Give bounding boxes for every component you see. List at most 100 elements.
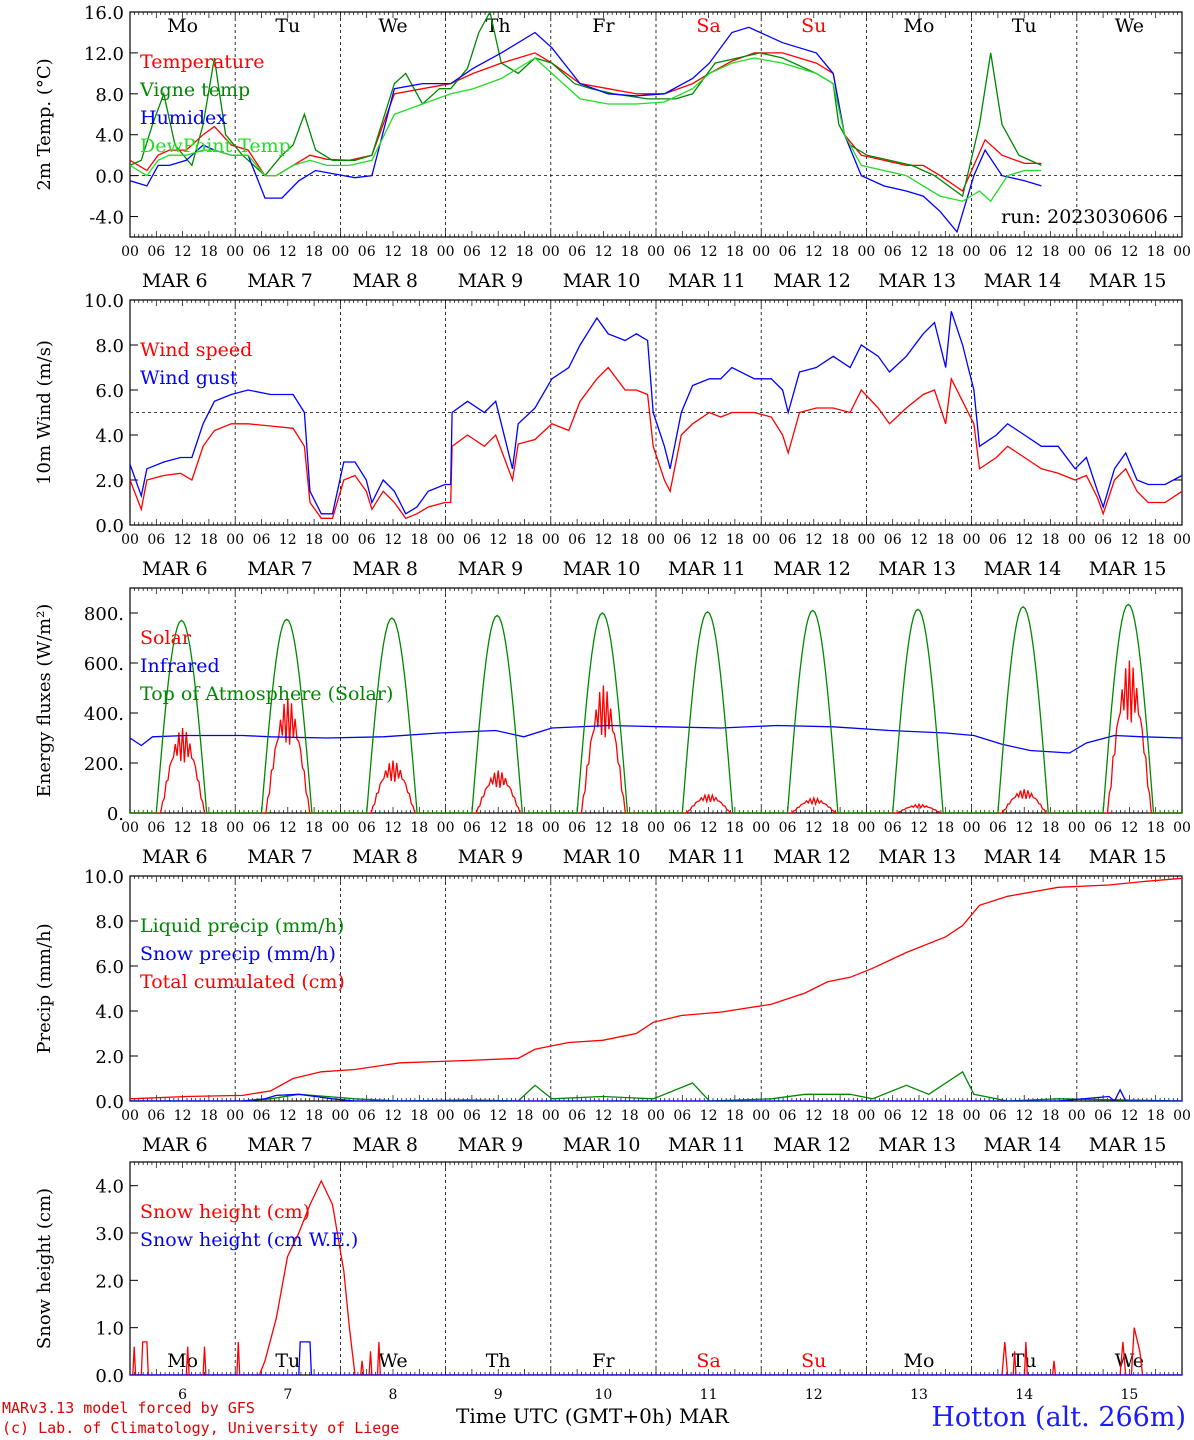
hour-tick-label: 18 xyxy=(726,532,744,548)
hour-tick-label: 06 xyxy=(568,1108,586,1124)
x-axis-title: Time UTC (GMT+0h) xyxy=(456,1404,673,1428)
day-name-label: Fr xyxy=(592,15,615,37)
hour-tick-label: 00 xyxy=(331,244,349,260)
y-tick-label: -4.0 xyxy=(89,208,124,229)
y-tick-label: 600. xyxy=(84,654,124,675)
y-tick-label: 0.0 xyxy=(95,1366,124,1387)
hour-tick-label: 12 xyxy=(1120,532,1138,548)
hour-tick-label: 12 xyxy=(805,820,823,836)
day-name-label: Sa xyxy=(696,1350,720,1372)
hour-tick-label: 06 xyxy=(884,1108,902,1124)
hour-tick-label: 06 xyxy=(673,820,691,836)
day-name-label: Su xyxy=(801,1350,826,1372)
day-number-label: 15 xyxy=(1120,1387,1138,1403)
day-name-label: We xyxy=(378,15,407,37)
date-label: MAR 7 xyxy=(247,1134,313,1156)
hour-tick-label: 12 xyxy=(700,1108,718,1124)
hour-tick-label: 18 xyxy=(410,820,428,836)
series-line-top-of-atmosphere-solar- xyxy=(130,603,1182,813)
hour-tick-label: 06 xyxy=(568,244,586,260)
panel-5: 0.0 1.0 2.0 3.0 4.0 Snow height (cm) Mo Tu We Th F… xyxy=(34,1161,1183,1403)
hour-tick-label: 00 xyxy=(1173,820,1191,836)
hour-tick-label: 00 xyxy=(963,244,981,260)
hour-tick-label: 18 xyxy=(200,1108,218,1124)
hour-tick-label: 00 xyxy=(963,1108,981,1124)
series-line-infrared xyxy=(130,724,1182,754)
date-label: MAR 10 xyxy=(563,1134,641,1156)
hour-tick-label: 18 xyxy=(726,1108,744,1124)
hour-tick-label: 06 xyxy=(568,532,586,548)
station-title: Hotton (alt. 266m) xyxy=(931,1402,1186,1433)
hour-tick-label: 06 xyxy=(253,532,271,548)
hour-tick-label: 00 xyxy=(437,532,455,548)
date-label: MAR 14 xyxy=(984,270,1062,292)
y-tick-label: 10.0 xyxy=(84,867,124,888)
hour-tick-label: 12 xyxy=(279,532,297,548)
y-tick-label: 12.0 xyxy=(84,44,124,65)
day-name-label: Tu xyxy=(275,1350,300,1372)
hour-tick-label: 12 xyxy=(805,532,823,548)
y-tick-label: 8.0 xyxy=(95,85,124,106)
date-label: MAR 12 xyxy=(773,1134,851,1156)
hour-tick-label: 00 xyxy=(1173,1108,1191,1124)
model-credit: MARv3.13 model forced by GFS xyxy=(2,1399,255,1417)
hour-tick-label: 00 xyxy=(647,1108,665,1124)
y-tick-label: 4.0 xyxy=(95,426,124,447)
hour-tick-label: 06 xyxy=(463,244,481,260)
day-name-label: Mo xyxy=(904,15,935,37)
credits: MARv3.13 model forced by GFS (c) Lab. of… xyxy=(2,1398,399,1438)
hour-tick-label: 18 xyxy=(516,820,534,836)
date-label: MAR 13 xyxy=(878,558,956,580)
series-line-wind-gust xyxy=(130,311,1182,515)
date-label: MAR 8 xyxy=(352,1134,418,1156)
date-label: MAR 6 xyxy=(142,1134,208,1156)
legend-entry: Wind gust xyxy=(140,367,238,389)
hour-tick-label: 06 xyxy=(358,1108,376,1124)
y-tick-label: 200. xyxy=(84,754,124,775)
hour-tick-label: 18 xyxy=(1147,820,1165,836)
hour-tick-label: 18 xyxy=(305,244,323,260)
hour-tick-label: 12 xyxy=(594,244,612,260)
hour-tick-label: 00 xyxy=(647,820,665,836)
hour-tick-label: 12 xyxy=(700,244,718,260)
hour-tick-label: 18 xyxy=(831,532,849,548)
series-line-liquid-precip-mm-h- xyxy=(130,1070,1182,1101)
plot-frame xyxy=(129,11,1183,238)
hour-tick-label: 12 xyxy=(279,244,297,260)
day-name-label: We xyxy=(1115,15,1144,37)
day-name-label: Tu xyxy=(1012,1350,1037,1372)
hour-tick-label: 00 xyxy=(752,244,770,260)
hour-tick-label: 18 xyxy=(831,820,849,836)
hour-tick-label: 18 xyxy=(516,1108,534,1124)
hour-tick-label: 12 xyxy=(279,1108,297,1124)
hour-tick-label: 06 xyxy=(884,244,902,260)
hour-tick-label: 12 xyxy=(174,820,192,836)
day-name-label: Tu xyxy=(275,15,300,37)
hour-tick-label: 18 xyxy=(410,532,428,548)
legend-entry: Snow height (cm W.E.) xyxy=(140,1229,358,1251)
day-name-label: We xyxy=(378,1350,407,1372)
date-label: MAR 6 xyxy=(142,558,208,580)
hour-tick-label: 18 xyxy=(1147,244,1165,260)
date-label: MAR 14 xyxy=(984,1134,1062,1156)
hour-tick-label: 00 xyxy=(963,820,981,836)
hour-tick-label: 12 xyxy=(1015,244,1033,260)
hour-tick-label: 12 xyxy=(910,244,928,260)
y-tick-label: 10.0 xyxy=(84,291,124,312)
hour-tick-label: 12 xyxy=(910,1108,928,1124)
y-tick-label: 4.0 xyxy=(95,1002,124,1023)
day-name-label: Mo xyxy=(167,1350,198,1372)
y-tick-label: 1.0 xyxy=(95,1319,124,1340)
hour-tick-label: 18 xyxy=(621,532,639,548)
hour-tick-label: 06 xyxy=(1094,244,1112,260)
hour-tick-label: 18 xyxy=(726,244,744,260)
panel-3: 0. 200. 400. 600. 800. Energy fluxes (W/m²) 00… xyxy=(34,587,1191,868)
series-line-vigne-temp xyxy=(130,12,1042,198)
y-tick-label: 2.0 xyxy=(95,1047,124,1068)
hour-tick-label: 12 xyxy=(700,532,718,548)
panel-1: -4.0 0.0 4.0 8.0 12.0 16.0 2m Temp. (°C) 00 06 12… xyxy=(34,3,1191,292)
hour-tick-label: 12 xyxy=(1015,820,1033,836)
date-label: MAR 9 xyxy=(458,558,524,580)
date-label: MAR 14 xyxy=(984,558,1062,580)
hour-tick-label: 12 xyxy=(384,1108,402,1124)
